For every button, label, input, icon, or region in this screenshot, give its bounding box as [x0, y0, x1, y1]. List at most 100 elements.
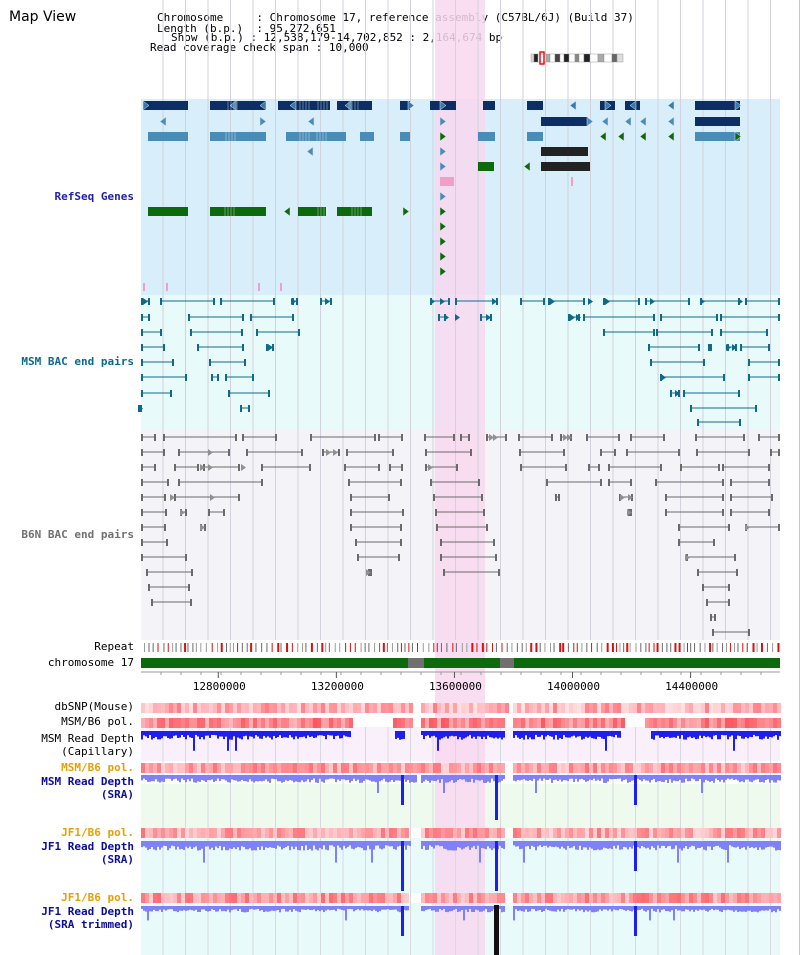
msm-sra-depth-bar[interactable] — [521, 775, 523, 780]
msm-capillary-depth-bar[interactable] — [499, 731, 501, 738]
jf1-b6-pol-trim-cell[interactable] — [457, 893, 461, 903]
msm-capillary-depth-bar[interactable] — [453, 731, 455, 737]
jf1-sra-depth-bar[interactable] — [185, 841, 187, 847]
track-label-jf1-b6-pol-trim[interactable]: JF1/B6 pol. — [61, 891, 134, 904]
msm-b6-pol-sra-cell[interactable] — [669, 763, 673, 773]
jf1-trim-depth-bar[interactable] — [549, 906, 551, 911]
msm-sra-depth-bar[interactable] — [151, 775, 153, 782]
msm-b6-pol-sra-cell[interactable] — [553, 763, 557, 773]
jf1-sra-depth-bar[interactable] — [669, 841, 671, 846]
jf1-trim-depth-bar[interactable] — [169, 906, 171, 910]
jf1-sra-depth-bar[interactable] — [273, 841, 275, 848]
msm-sra-depth-bar[interactable] — [773, 775, 775, 783]
msm-capillary-depth-bar[interactable] — [543, 731, 545, 740]
repeat-element[interactable] — [163, 643, 165, 652]
jf1-sra-depth-bar[interactable] — [665, 841, 667, 849]
jf1-b6-pol-trim-cell[interactable] — [705, 893, 709, 903]
jf1-trim-depth-bar[interactable] — [191, 906, 193, 911]
repeat-element[interactable] — [678, 643, 681, 652]
msm-b6-pol-sra-cell[interactable] — [713, 763, 717, 773]
msm-capillary-depth-bar[interactable] — [691, 731, 693, 739]
msm-sra-depth-bar[interactable] — [609, 775, 611, 779]
jf1-b6-pol-cell[interactable] — [569, 828, 573, 838]
msm-capillary-depth-bar[interactable] — [145, 731, 147, 737]
jf1-trim-depth-bar[interactable] — [439, 906, 441, 909]
msm-b6-pol-sra-cell[interactable] — [257, 763, 261, 773]
jf1-b6-pol-cell[interactable] — [257, 828, 261, 838]
jf1-sra-depth-bar[interactable] — [695, 841, 697, 850]
msm-sra-depth-bar[interactable] — [499, 775, 501, 783]
jf1-trim-depth-bar[interactable] — [281, 906, 283, 909]
msm-b6-pol-cell[interactable] — [697, 718, 701, 728]
jf1-b6-pol-trim-cell[interactable] — [605, 893, 609, 903]
jf1-trim-depth-bar[interactable] — [163, 906, 165, 910]
b6n-bac-marker[interactable] — [333, 449, 338, 456]
msm-sra-depth-bar[interactable] — [197, 775, 199, 782]
jf1-trim-depth-bar[interactable] — [465, 906, 467, 910]
gene-feature[interactable] — [541, 162, 590, 171]
b6n-bac-marker[interactable] — [200, 464, 205, 471]
jf1-sra-depth-bar[interactable] — [383, 841, 385, 849]
msm-b6-pol-cell[interactable] — [393, 718, 397, 728]
msm-b6-pol-sra-cell[interactable] — [329, 763, 333, 773]
msm-bac-marker[interactable] — [455, 314, 460, 321]
gene-feature[interactable] — [527, 101, 543, 110]
msm-b6-pol-sra-cell[interactable] — [745, 763, 749, 773]
gene-feature[interactable] — [148, 132, 188, 141]
dbsnp-cell[interactable] — [341, 703, 345, 713]
jf1-sra-depth-bar[interactable] — [563, 841, 565, 849]
gene-arrow[interactable] — [439, 161, 447, 172]
msm-sra-depth-bar[interactable] — [239, 775, 241, 782]
msm-b6-pol-cell[interactable] — [501, 718, 505, 728]
jf1-b6-pol-cell[interactable] — [185, 828, 189, 838]
msm-capillary-depth-bar[interactable] — [209, 731, 211, 738]
dbsnp-cell[interactable] — [589, 703, 593, 713]
jf1-b6-pol-cell[interactable] — [549, 828, 553, 838]
jf1-trim-depth-bar[interactable] — [397, 906, 399, 912]
jf1-sra-depth-bar[interactable] — [731, 841, 733, 847]
jf1-sra-depth-bar[interactable] — [683, 841, 685, 849]
msm-capillary-depth-bar[interactable] — [311, 731, 313, 737]
jf1-sra-depth-bar[interactable] — [317, 841, 319, 851]
msm-sra-depth-bar[interactable] — [273, 775, 275, 780]
jf1-trim-depth-bar[interactable] — [157, 906, 159, 912]
jf1-trim-depth-bar[interactable] — [527, 906, 529, 912]
jf1-b6-pol-cell[interactable] — [537, 828, 541, 838]
msm-b6-pol-cell[interactable] — [649, 718, 653, 728]
msm-capillary-depth-bar[interactable] — [705, 731, 707, 738]
repeat-element[interactable] — [167, 643, 169, 652]
msm-capillary-depth-bar[interactable] — [571, 731, 573, 737]
msm-sra-depth-bar[interactable] — [173, 775, 175, 780]
msm-capillary-depth-bar[interactable] — [699, 731, 701, 736]
msm-capillary-depth-bar[interactable] — [727, 731, 729, 740]
msm-b6-pol-cell[interactable] — [429, 718, 433, 728]
jf1-b6-pol-cell[interactable] — [193, 828, 197, 838]
dbsnp-cell[interactable] — [697, 703, 701, 713]
msm-capillary-depth-bar[interactable] — [583, 731, 585, 739]
jf1-b6-pol-cell[interactable] — [189, 828, 193, 838]
jf1-sra-depth-bar[interactable] — [409, 841, 411, 847]
dbsnp-cell[interactable] — [253, 703, 257, 713]
jf1-b6-pol-cell[interactable] — [601, 828, 605, 838]
jf1-sra-depth-bar[interactable] — [187, 841, 189, 849]
jf1-b6-pol-trim-cell[interactable] — [237, 893, 241, 903]
jf1-sra-depth-bar[interactable] — [193, 841, 195, 848]
msm-capillary-depth-bar[interactable] — [585, 731, 587, 737]
msm-sra-depth-bar[interactable] — [665, 775, 667, 780]
jf1-sra-depth-bar[interactable] — [365, 841, 367, 851]
msm-capillary-depth-bar[interactable] — [723, 731, 725, 736]
msm-b6-pol-cell[interactable] — [489, 718, 493, 728]
jf1-sra-depth-bar[interactable] — [601, 841, 603, 850]
msm-capillary-depth-bar[interactable] — [741, 731, 743, 739]
jf1-b6-pol-cell[interactable] — [741, 828, 745, 838]
msm-b6-pol-cell[interactable] — [293, 718, 297, 728]
msm-b6-pol-cell[interactable] — [197, 718, 201, 728]
msm-sra-depth-bar[interactable] — [325, 775, 327, 780]
jf1-b6-pol-trim-cell[interactable] — [477, 893, 481, 903]
msm-b6-pol-sra-cell[interactable] — [301, 763, 305, 773]
jf1-trim-depth-bar[interactable] — [269, 906, 271, 912]
msm-sra-depth-bar[interactable] — [305, 775, 307, 782]
jf1-sra-depth-bar[interactable] — [283, 841, 285, 849]
msm-b6-pol-cell[interactable] — [497, 718, 501, 728]
dbsnp-cell[interactable] — [777, 703, 781, 713]
